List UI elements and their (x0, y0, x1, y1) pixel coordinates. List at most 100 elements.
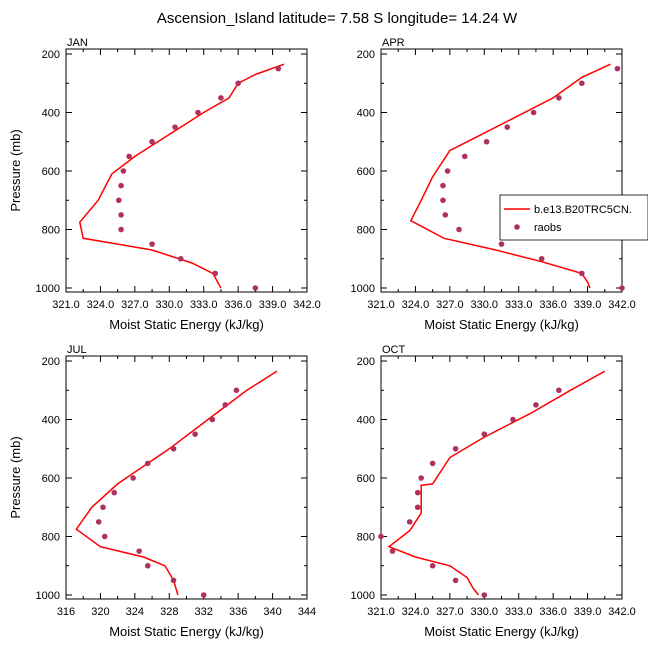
raobs-point (510, 416, 516, 423)
legend-box (499, 194, 648, 241)
y-tick-label: 200 (357, 356, 375, 368)
raobs-point (444, 168, 451, 174)
raobs-point (172, 124, 178, 130)
raobs-point (100, 504, 106, 511)
raobs-point (483, 138, 490, 145)
x-axis-label: Moist Static Energy (kJ/kg) (424, 624, 579, 639)
legend-model-label: b.e13.B20TRC5CN. (534, 204, 632, 216)
raobs-point (252, 285, 259, 291)
raobs-point (414, 489, 421, 496)
x-tick-label: 342.0 (608, 299, 636, 311)
panel-oct: OCT 200 400 600 800 1000 321.0 324.0 327.0 330.0 3… (351, 344, 636, 639)
x-tick-label: 336.0 (539, 299, 567, 311)
raobs-point (120, 168, 127, 174)
raobs-point (275, 65, 282, 72)
raobs-point (209, 416, 216, 423)
month-label: JAN (67, 37, 88, 49)
y-axis-label: Pressure (mb) (8, 129, 23, 211)
model-series-line (75, 370, 278, 596)
raobs-point (418, 475, 424, 481)
raobs-point (192, 431, 198, 437)
raobs-point (200, 592, 207, 598)
raobs-point (456, 226, 462, 233)
y-tick-label: 600 (357, 473, 375, 485)
panel-apr: APR 200 400 600 800 1000 321.0 324.0 327.0 330.0 3… (351, 37, 636, 332)
raobs-point (429, 562, 436, 569)
raobs-point (126, 153, 132, 160)
raobs-point (414, 504, 421, 511)
x-tick-label: 327.0 (436, 299, 464, 311)
x-axis-label: Moist Static Energy (kJ/kg) (424, 317, 579, 332)
raobs-point (530, 109, 537, 116)
y-tick-label: 600 (357, 166, 375, 178)
x-tick-label: 336.0 (224, 299, 252, 311)
y-tick-label: 200 (42, 49, 60, 61)
legend-obs-swatch (514, 224, 520, 230)
raobs-point (440, 182, 446, 189)
y-tick-label: 1000 (36, 283, 60, 295)
raobs-point (222, 402, 229, 408)
raobs-point (556, 95, 562, 101)
x-tick-label: 340 (263, 606, 281, 618)
raobs-point (579, 270, 585, 277)
x-tick-label: 336.0 (539, 606, 567, 618)
raobs-point (481, 592, 488, 598)
panel-jan: JAN 200 400 600 800 1000 321.0 324.0 327.0 330.0 3… (8, 37, 321, 332)
raobs-point (533, 402, 539, 408)
raobs-point (504, 124, 511, 130)
x-tick-label: 320 (91, 606, 109, 618)
x-tick-label: 333.0 (505, 299, 533, 311)
raobs-point (498, 241, 505, 247)
raobs-point (130, 475, 136, 481)
raobs-point (118, 182, 124, 189)
y-tick-label: 400 (42, 108, 60, 120)
y-tick-label: 600 (42, 166, 60, 178)
raobs-point (538, 255, 545, 262)
x-tick-label: 327.0 (436, 606, 464, 618)
raobs-point (452, 445, 459, 452)
x-axis-label: Moist Static Energy (kJ/kg) (109, 624, 264, 639)
raobs-point (442, 212, 449, 218)
raobs-point (233, 387, 240, 394)
x-tick-label: 332 (195, 606, 213, 618)
x-tick-label: 333.0 (505, 606, 533, 618)
x-tick-label: 339.0 (574, 299, 602, 311)
raobs-point (614, 65, 621, 72)
raobs-point (579, 80, 585, 87)
x-tick-label: 344 (298, 606, 316, 618)
y-tick-label: 800 (42, 225, 60, 237)
figure-title: Ascension_Island latitude= 7.58 S longit… (157, 10, 518, 27)
raobs-point (406, 519, 413, 525)
raobs-point (118, 226, 124, 233)
legend: b.e13.B20TRC5CN. raobs (499, 194, 648, 241)
raobs-point (481, 431, 488, 437)
y-tick-label: 400 (357, 108, 375, 120)
x-axis-label: Moist Static Energy (kJ/kg) (109, 317, 264, 332)
model-series-line (78, 63, 285, 289)
y-tick-label: 800 (357, 532, 375, 544)
x-tick-label: 336 (229, 606, 247, 618)
x-tick-label: 321.0 (367, 606, 395, 618)
raobs-point (115, 197, 122, 204)
x-tick-label: 342.0 (608, 606, 636, 618)
x-tick-label: 330.0 (156, 299, 184, 311)
raobs-point (218, 95, 224, 101)
x-tick-label: 330.0 (471, 299, 499, 311)
raobs-point (144, 562, 151, 569)
y-tick-label: 1000 (351, 283, 375, 295)
y-tick-label: 400 (357, 415, 375, 427)
raobs-point (101, 533, 108, 540)
y-tick-label: 1000 (351, 590, 375, 602)
x-tick-label: 328 (160, 606, 178, 618)
month-label: JUL (67, 344, 87, 356)
raobs-point (149, 241, 155, 247)
raobs-point (556, 387, 562, 394)
raobs-point (177, 255, 184, 262)
raobs-point (440, 197, 446, 204)
x-tick-label: 324.0 (402, 299, 430, 311)
x-tick-label: 327.0 (121, 299, 149, 311)
month-label: APR (382, 37, 405, 49)
x-tick-label: 339.0 (574, 606, 602, 618)
plot-frame (380, 355, 623, 600)
